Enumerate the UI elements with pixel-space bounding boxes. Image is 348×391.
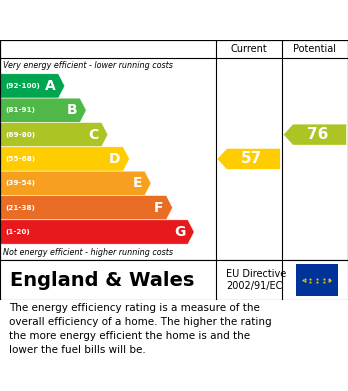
Text: (69-80): (69-80) (5, 132, 35, 138)
Text: E: E (133, 176, 142, 190)
Text: F: F (154, 201, 164, 215)
Text: (39-54): (39-54) (5, 180, 35, 187)
Text: (55-68): (55-68) (5, 156, 35, 162)
Text: (92-100): (92-100) (5, 83, 40, 89)
Polygon shape (0, 122, 108, 147)
Polygon shape (284, 124, 346, 145)
Text: England & Wales: England & Wales (10, 271, 195, 290)
Text: 57: 57 (241, 151, 262, 167)
Polygon shape (0, 98, 86, 122)
Text: The energy efficiency rating is a measure of the
overall efficiency of a home. T: The energy efficiency rating is a measur… (9, 303, 271, 355)
Text: G: G (174, 225, 185, 239)
Text: B: B (66, 103, 77, 117)
Text: EU Directive: EU Directive (226, 269, 286, 279)
Text: D: D (109, 152, 120, 166)
Text: Energy Efficiency Rating: Energy Efficiency Rating (9, 13, 219, 27)
Text: (1-20): (1-20) (5, 229, 30, 235)
Polygon shape (0, 147, 129, 171)
Text: (21-38): (21-38) (5, 204, 35, 211)
Polygon shape (218, 149, 280, 169)
Text: Very energy efficient - lower running costs: Very energy efficient - lower running co… (3, 61, 173, 70)
Polygon shape (0, 220, 194, 244)
Text: C: C (89, 127, 99, 142)
Text: 2002/91/EC: 2002/91/EC (226, 281, 283, 291)
FancyBboxPatch shape (296, 264, 338, 296)
Text: Potential: Potential (293, 44, 337, 54)
Text: (81-91): (81-91) (5, 107, 35, 113)
Text: Current: Current (230, 44, 267, 54)
Polygon shape (0, 74, 65, 98)
Text: A: A (45, 79, 56, 93)
Polygon shape (0, 196, 173, 220)
Text: Not energy efficient - higher running costs: Not energy efficient - higher running co… (3, 248, 174, 256)
Text: 76: 76 (307, 127, 329, 142)
Polygon shape (0, 171, 151, 196)
